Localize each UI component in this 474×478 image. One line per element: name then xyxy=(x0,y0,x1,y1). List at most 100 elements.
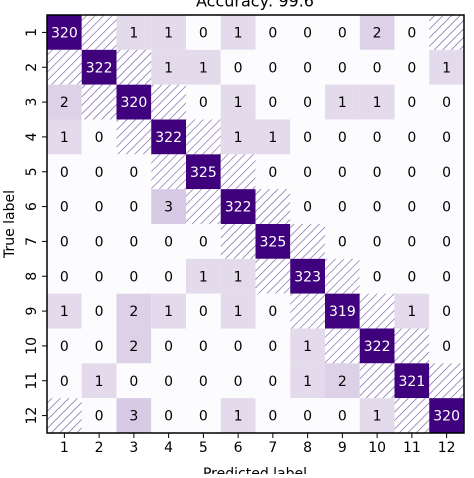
cell-label: 0 xyxy=(268,25,277,41)
cell-label: 1 xyxy=(373,95,382,111)
cell-label: 322 xyxy=(364,339,391,355)
cell-label: 0 xyxy=(373,130,382,146)
hatched-cell xyxy=(81,84,117,120)
x-tick-label: 2 xyxy=(95,440,104,456)
x-tick-label: 12 xyxy=(438,440,456,456)
cell xyxy=(429,119,464,155)
hatched-cell xyxy=(116,49,152,85)
cell xyxy=(429,49,464,85)
cell-label: 0 xyxy=(164,339,173,355)
cell-label: 1 xyxy=(234,95,243,111)
cell-label: 1 xyxy=(373,409,382,425)
cell xyxy=(255,363,291,399)
cell-label: 0 xyxy=(60,234,69,250)
cell xyxy=(325,398,360,433)
cell xyxy=(81,189,117,224)
cell-label: 0 xyxy=(407,60,416,76)
cell-label: 0 xyxy=(303,130,312,146)
cell-label: 0 xyxy=(199,234,208,250)
cell xyxy=(394,224,430,259)
cell-label: 1 xyxy=(60,130,69,146)
y-tick-label: 10 xyxy=(24,337,40,355)
cell xyxy=(151,49,186,85)
x-axis-label: Predicted label xyxy=(203,466,307,474)
cell xyxy=(47,258,82,294)
cell xyxy=(220,15,256,50)
cell-label: 0 xyxy=(338,234,347,250)
cell-label: 0 xyxy=(60,339,69,355)
cell-label: 0 xyxy=(95,165,104,181)
cell xyxy=(325,15,360,50)
cell xyxy=(81,398,117,433)
cell-label: 0 xyxy=(234,374,243,390)
hatched-cell xyxy=(290,293,325,329)
y-tick-label: 6 xyxy=(24,202,40,211)
cell xyxy=(359,49,395,85)
cell xyxy=(47,328,82,364)
cell xyxy=(151,15,186,50)
cell xyxy=(116,258,152,294)
cell xyxy=(255,293,291,329)
cell-label: 320 xyxy=(433,409,460,425)
cell xyxy=(290,119,325,155)
cell-label: 0 xyxy=(407,25,416,41)
cell xyxy=(394,154,430,190)
cell-label: 3 xyxy=(164,200,173,216)
chart-title: Accuracy: 99.6 xyxy=(196,0,314,11)
hatched-cell xyxy=(47,49,82,85)
cell xyxy=(325,363,360,399)
cell xyxy=(255,15,291,50)
cell xyxy=(290,154,325,190)
cell-label: 0 xyxy=(60,269,69,285)
cell xyxy=(359,398,395,433)
cell xyxy=(116,84,152,120)
cell-label: 0 xyxy=(442,269,451,285)
cell-label: 0 xyxy=(407,130,416,146)
cell xyxy=(325,119,360,155)
y-tick-label: 1 xyxy=(24,28,40,37)
cell-label: 0 xyxy=(199,409,208,425)
cell xyxy=(429,84,464,120)
cell xyxy=(325,293,360,329)
cell xyxy=(81,293,117,329)
cell xyxy=(220,119,256,155)
cell xyxy=(429,258,464,294)
cell-label: 2 xyxy=(129,304,138,320)
x-tick-label: 1 xyxy=(60,440,69,456)
cell-label: 0 xyxy=(129,234,138,250)
cell-label: 0 xyxy=(442,304,451,320)
cell-label: 0 xyxy=(129,269,138,285)
cell-label: 0 xyxy=(95,200,104,216)
cell xyxy=(81,258,117,294)
cell xyxy=(116,363,152,399)
cell-label: 0 xyxy=(373,234,382,250)
cell xyxy=(116,154,152,190)
cell xyxy=(116,293,152,329)
cell xyxy=(325,189,360,224)
cell-label: 0 xyxy=(373,60,382,76)
cell-label: 0 xyxy=(164,374,173,390)
cell-label: 0 xyxy=(442,200,451,216)
hatched-cell xyxy=(255,189,291,224)
cell xyxy=(290,84,325,120)
cell-label: 0 xyxy=(60,200,69,216)
cell-label: 1 xyxy=(234,130,243,146)
hatched-cell xyxy=(220,224,256,259)
cell-label: 0 xyxy=(199,339,208,355)
cell-label: 322 xyxy=(225,200,252,216)
y-tick-label: 12 xyxy=(24,407,40,425)
cell-label: 0 xyxy=(407,269,416,285)
cell xyxy=(325,224,360,259)
y-tick-label: 3 xyxy=(24,98,40,107)
cell-label: 0 xyxy=(338,25,347,41)
cell xyxy=(220,258,256,294)
cell xyxy=(325,154,360,190)
cell xyxy=(394,363,430,399)
cell-label: 0 xyxy=(95,304,104,320)
cell-label: 0 xyxy=(373,165,382,181)
cell-label: 1 xyxy=(338,95,347,111)
cell xyxy=(151,398,186,433)
cell-label: 1 xyxy=(407,304,416,320)
hatched-cell xyxy=(186,189,221,224)
cell xyxy=(394,15,430,50)
